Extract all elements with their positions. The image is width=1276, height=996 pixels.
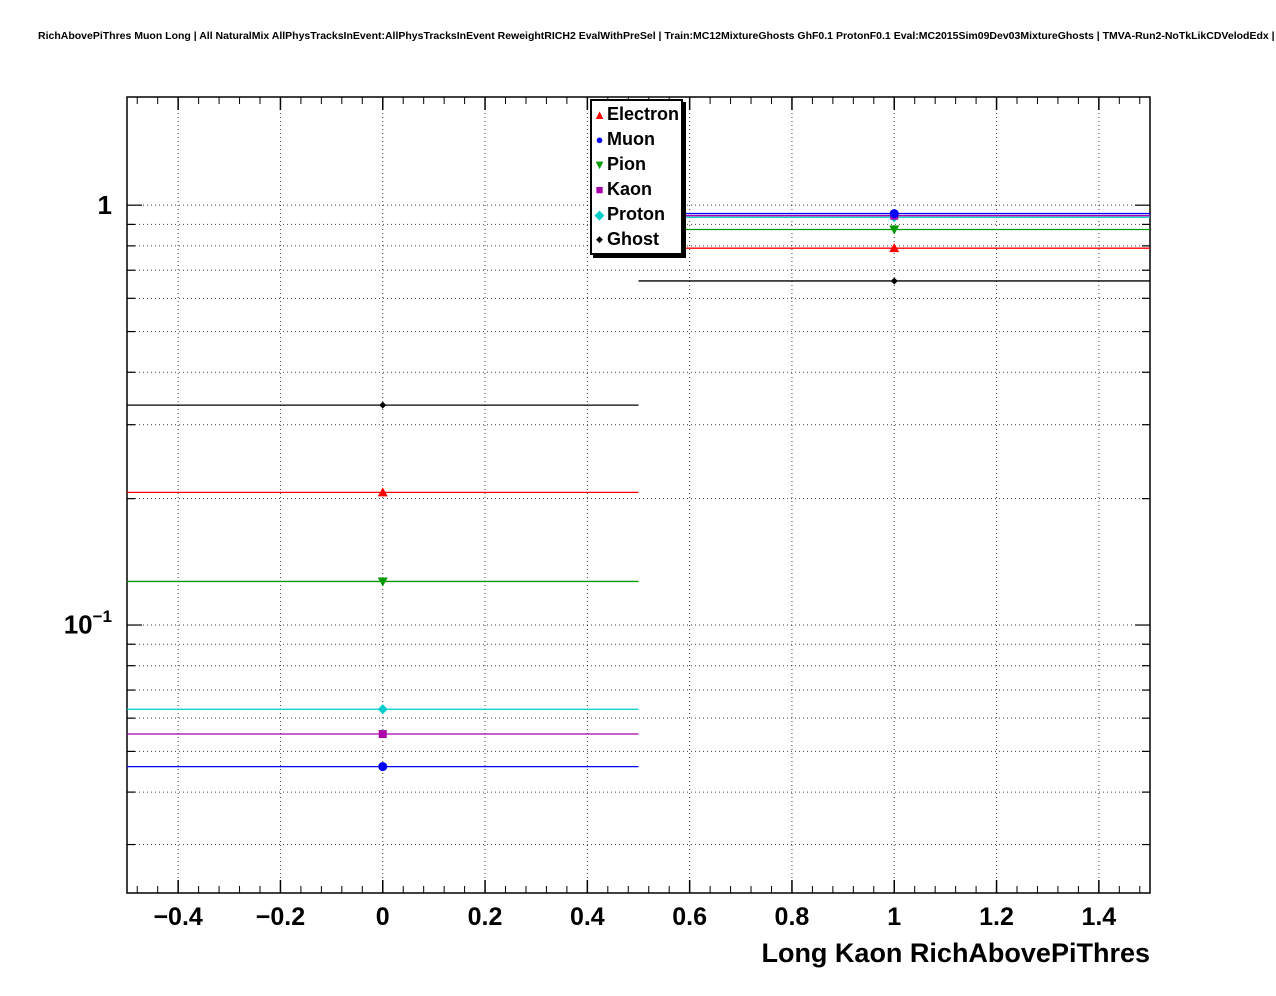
x-tick-label: 1.4 — [1081, 903, 1117, 931]
legend-entry-ghost: ◆ Ghost — [592, 227, 681, 252]
legend-label: Ghost — [607, 229, 659, 249]
chart-title: RichAbovePiThres Muon Long | All Natural… — [38, 30, 1276, 42]
y-tick-label-0.1: 10−1 — [30, 607, 112, 640]
legend-entry-muon: ● Muon — [592, 127, 681, 152]
x-axis-title: Long Kaon RichAbovePiThres — [761, 938, 1150, 968]
legend-entry-kaon: ■ Kaon — [592, 177, 681, 202]
triangle-down-icon: ▼ — [593, 157, 606, 172]
legend: ▲ Electron ● Muon ▼ Pion ■ Kaon ◆ Proton ◆ Ghost — [590, 99, 683, 255]
x-tick-label: 1 — [887, 903, 902, 931]
x-tick-label: −0.2 — [255, 903, 306, 931]
x-tick-label: −0.4 — [153, 903, 203, 931]
circle-icon: ● — [595, 132, 604, 147]
legend-entry-electron: ▲ Electron — [592, 102, 681, 127]
y-tick-label-1: 1 — [97, 190, 112, 220]
small-diamond-icon: ◆ — [596, 234, 603, 244]
legend-entry-proton: ◆ Proton — [592, 202, 681, 227]
y-tick-exponent: −1 — [92, 607, 112, 626]
x-tick-label: 1.2 — [979, 903, 1014, 931]
diamond-icon: ◆ — [594, 207, 605, 222]
legend-label: Kaon — [607, 179, 652, 199]
x-tick-label: 0.4 — [569, 903, 605, 931]
triangle-up-icon: ▲ — [593, 107, 606, 122]
y-tick-base: 10 — [63, 609, 93, 640]
legend-label: Pion — [607, 154, 646, 174]
x-tick-label: 0.6 — [672, 903, 708, 931]
legend-label: Electron — [607, 104, 680, 124]
x-tick-label: 0.8 — [774, 903, 810, 931]
legend-label: Proton — [607, 204, 665, 224]
legend-label: Muon — [607, 129, 655, 149]
x-tick-label: 0.2 — [467, 903, 503, 931]
x-tick-label: 0 — [375, 903, 390, 931]
legend-entry-pion: ▼ Pion — [592, 152, 681, 177]
square-icon: ■ — [595, 182, 604, 197]
